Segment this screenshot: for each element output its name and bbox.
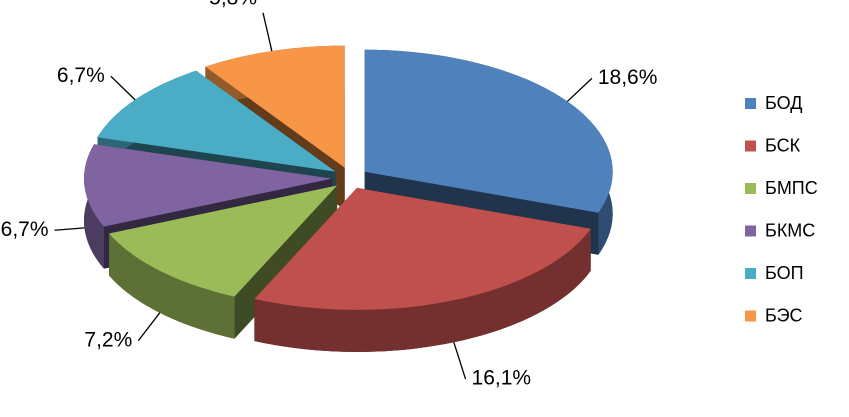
slice bbox=[254, 187, 591, 310]
legend-swatch bbox=[745, 310, 756, 322]
slice bbox=[84, 144, 332, 227]
legend-label: БКМС bbox=[765, 220, 815, 240]
legend-swatch bbox=[745, 183, 756, 194]
legend-label: БЭС bbox=[765, 305, 803, 325]
leader-line bbox=[262, 12, 273, 52]
slice-side bbox=[254, 228, 591, 352]
legend-label: БМПС bbox=[765, 178, 818, 198]
legend-swatch bbox=[745, 225, 756, 237]
leader-line bbox=[137, 312, 161, 342]
data-label: 16,1% bbox=[472, 367, 532, 390]
slice bbox=[109, 185, 338, 297]
leader-line bbox=[54, 227, 85, 231]
leader-line bbox=[566, 77, 593, 102]
legend-label: БОП bbox=[765, 263, 804, 283]
leader-line bbox=[110, 75, 136, 101]
legend-swatch bbox=[745, 98, 756, 109]
legend-swatch bbox=[745, 140, 756, 152]
slice bbox=[97, 70, 336, 172]
leader-line bbox=[453, 342, 467, 380]
slice bbox=[364, 49, 613, 213]
legend-label: БОД bbox=[765, 93, 802, 113]
data-label: 5,8% bbox=[209, 0, 257, 9]
slice-side bbox=[109, 233, 235, 339]
data-label: 6,7% bbox=[57, 64, 105, 87]
data-label: 18,6% bbox=[598, 66, 658, 89]
data-label: 6,7% bbox=[1, 218, 49, 241]
data-label: 7,2% bbox=[84, 328, 132, 351]
slice bbox=[205, 45, 345, 168]
legend-label: БСК bbox=[765, 135, 801, 155]
legend-swatch bbox=[745, 268, 756, 279]
